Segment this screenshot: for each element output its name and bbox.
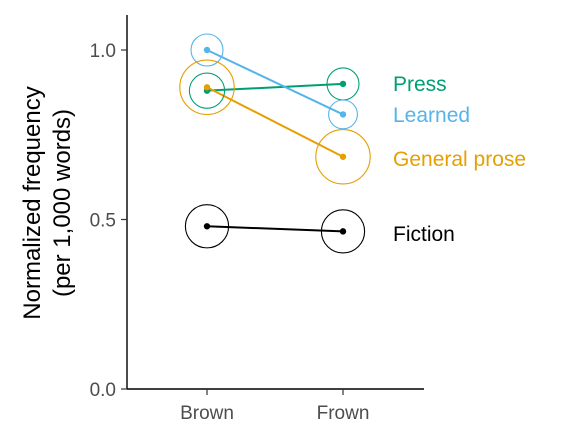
data-point-press-frown bbox=[339, 80, 347, 88]
series-label-press: Press bbox=[393, 73, 447, 96]
x-ticks: Brown Frown bbox=[180, 389, 369, 424]
series-label-fiction: Fiction bbox=[393, 223, 455, 246]
x-tick-label: Brown bbox=[180, 403, 234, 424]
y-ticks: 0.0 0.5 1.0 bbox=[90, 41, 127, 401]
series-line-learned bbox=[206, 49, 344, 116]
data-point-learned-brown bbox=[203, 46, 211, 54]
y-tick-label: 0.0 bbox=[90, 380, 116, 401]
y-axis-title: Normalized frequency bbox=[19, 86, 46, 319]
size-circle-fiction-brown bbox=[184, 204, 230, 249]
size-circle-press-brown bbox=[188, 72, 226, 109]
series-label-learned: Learned bbox=[393, 104, 470, 127]
y-tick-label: 1.0 bbox=[90, 41, 116, 62]
data-point-fiction-brown bbox=[203, 223, 211, 230]
data-points bbox=[203, 46, 347, 235]
series-label-general-prose: General prose bbox=[393, 148, 526, 171]
data-point-general-prose-frown bbox=[339, 153, 347, 160]
x-tick-label: Frown bbox=[317, 403, 370, 424]
data-point-general-prose-brown bbox=[203, 84, 211, 91]
series-line-general-prose bbox=[206, 86, 344, 158]
size-circle-general-prose-frown bbox=[315, 129, 371, 185]
series-labels: Press Learned General prose Fiction bbox=[393, 73, 526, 246]
data-point-learned-frown bbox=[339, 111, 347, 118]
size-circles bbox=[179, 33, 371, 254]
series-lines bbox=[206, 49, 344, 233]
size-circle-learned-brown bbox=[190, 33, 224, 67]
size-circle-learned-frown bbox=[328, 99, 358, 130]
series-line-press bbox=[206, 82, 344, 92]
y-axis-subtitle: (per 1,000 words) bbox=[49, 109, 76, 297]
y-tick-label: 0.5 bbox=[90, 211, 116, 232]
data-point-fiction-frown bbox=[339, 228, 347, 235]
size-circle-general-prose-brown bbox=[179, 59, 235, 116]
size-circle-fiction-frown bbox=[320, 209, 366, 254]
series-line-fiction bbox=[206, 225, 344, 233]
